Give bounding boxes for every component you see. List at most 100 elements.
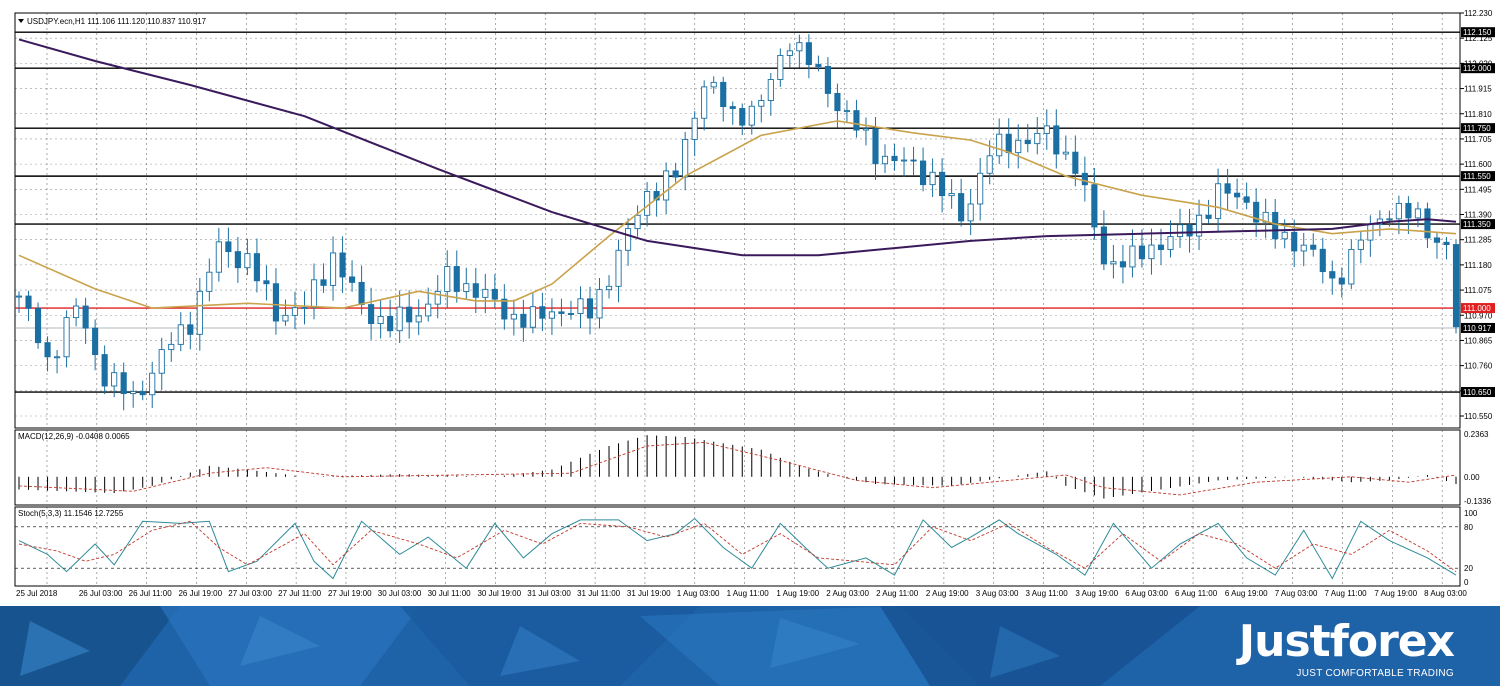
brand-logo: Justforex [1238, 616, 1455, 667]
candle-body [15, 295, 23, 298]
x-tick-label: 6 Aug 19:00 [1225, 589, 1268, 598]
stoch-tick-label: 0 [1464, 578, 1469, 587]
candle-body [111, 372, 118, 387]
level-label-bg [1461, 171, 1495, 182]
macd-tick-label: -0.1336 [1464, 497, 1492, 506]
level-label-bg [1461, 387, 1495, 398]
candle-body [92, 327, 99, 356]
x-tick-label: 2 Aug 19:00 [926, 589, 969, 598]
candle-body [1433, 237, 1441, 243]
candle-body [891, 155, 898, 162]
candle-body [444, 266, 451, 292]
macd-tick-label: 0.2363 [1464, 430, 1489, 439]
price-tick-label: 112.125 [1464, 34, 1493, 43]
candle-body [25, 295, 32, 309]
candle-body [53, 356, 61, 359]
candle-body [130, 391, 137, 395]
candle-body [663, 170, 670, 201]
candle-body [387, 315, 394, 332]
candle-body [977, 172, 984, 205]
candle-body [672, 170, 679, 178]
ma-fast-line [18, 120, 1457, 309]
candle-body [567, 313, 575, 315]
candle-body [282, 314, 289, 322]
candle-body [1452, 244, 1460, 328]
candle-body [1167, 236, 1174, 251]
candle-body [396, 306, 403, 332]
symbol-header: USDJPY.ecn,H1 111.106 111.120 110.837 11… [27, 17, 207, 26]
candle-body [1338, 277, 1345, 285]
candle-body [463, 283, 470, 292]
x-tick-label: 30 Jul 19:00 [477, 589, 521, 598]
candle-body [986, 155, 993, 174]
price-tick-label: 111.915 [1464, 85, 1492, 94]
price-chart[interactable]: 25 Jul 2018 26 Jul 03:00 26 Jul 11:00 26 Ju… [0, 0, 1500, 606]
candle-body [1348, 248, 1355, 285]
candle-body [996, 133, 1003, 157]
candle-body [967, 203, 974, 222]
candle-body [853, 110, 860, 131]
x-tick-label: 7 Aug 03:00 [1275, 589, 1318, 598]
level-label: 111.350 [1463, 220, 1491, 229]
candle-body [786, 50, 793, 56]
candle-body [939, 171, 946, 197]
candle-body [1386, 218, 1393, 221]
level-label: 112.150 [1463, 28, 1492, 37]
candle-body [349, 276, 356, 283]
candle-body [548, 311, 555, 319]
macd-tick-label: 0.00 [1464, 473, 1480, 482]
x-tick-label: 27 Jul 19:00 [328, 589, 372, 598]
candle-body [491, 288, 498, 300]
candle-body [1272, 211, 1279, 240]
candle-body [1186, 224, 1193, 237]
candle-body [900, 159, 908, 162]
candle-body [758, 100, 765, 107]
candle-body [434, 290, 441, 305]
level-label-bg [1461, 123, 1495, 134]
stoch-label: Stoch(5,3,3) 11.1546 12.7255 [18, 509, 124, 518]
candle-body [843, 110, 851, 113]
candle-body [1195, 214, 1203, 237]
price-tick-label: 111.495 [1464, 185, 1492, 194]
candle-body [720, 81, 727, 108]
x-tick-label: 1 Aug 11:00 [727, 589, 770, 598]
candle-body [158, 349, 165, 374]
candle-body [1005, 133, 1012, 154]
candle-body [453, 266, 460, 292]
candle-body [1310, 244, 1317, 250]
macd-signal-line [18, 441, 1457, 496]
candle-body [644, 191, 651, 216]
x-tick-label: 31 Jul 03:00 [527, 589, 571, 598]
candle-body [920, 160, 927, 186]
candle-body [1119, 261, 1126, 268]
x-tick-label: 7 Aug 11:00 [1325, 589, 1368, 598]
current-price-bg [1461, 322, 1495, 333]
level-label: 110.650 [1463, 388, 1492, 397]
candle-body [406, 306, 413, 323]
candle-body [605, 285, 613, 291]
candle-body [425, 303, 432, 317]
candle-body [501, 298, 508, 320]
price-tick-label: 111.390 [1464, 211, 1492, 220]
candle-body [63, 317, 70, 358]
candle-body [377, 315, 384, 325]
candle-body [1424, 208, 1431, 239]
level-label-bg [1461, 63, 1495, 74]
candle-body [1405, 203, 1412, 219]
candle-body [596, 289, 603, 319]
candle-body [1072, 151, 1079, 174]
symbol-dropdown-icon [18, 19, 24, 23]
candle-body [101, 354, 108, 387]
candle-body [291, 307, 299, 316]
candle-body [1034, 132, 1041, 145]
candle-body [558, 311, 565, 314]
footer-pattern [0, 606, 1200, 686]
x-tick-label: 30 Jul 11:00 [428, 589, 472, 598]
x-tick-label: 3 Aug 11:00 [1026, 589, 1069, 598]
x-tick-label: 6 Aug 11:00 [1175, 589, 1218, 598]
stoch-panel-frame [14, 506, 1461, 587]
candle-body [615, 249, 622, 287]
price-tick-label: 111.705 [1464, 135, 1492, 144]
candle-body [139, 391, 146, 396]
price-tick-label: 110.550 [1464, 412, 1493, 421]
